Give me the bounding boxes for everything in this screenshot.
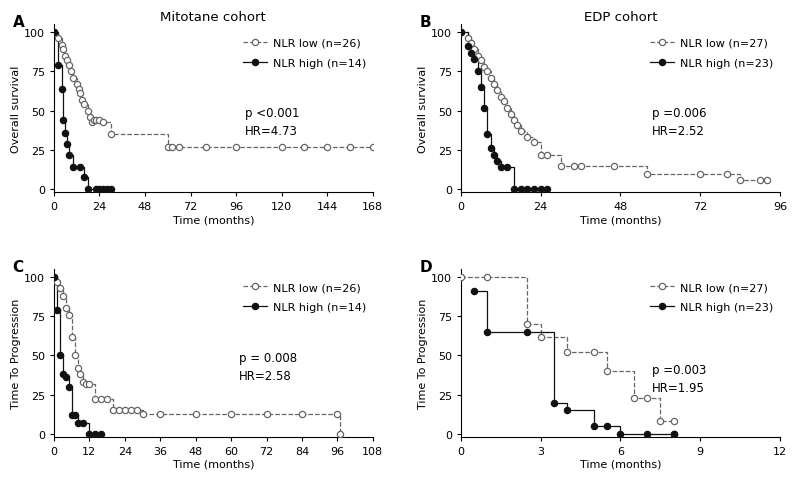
X-axis label: Time (months): Time (months) <box>579 459 661 469</box>
Text: p =0.006
HR=2.52: p =0.006 HR=2.52 <box>652 107 707 138</box>
Text: B: B <box>420 15 431 30</box>
X-axis label: Time (months): Time (months) <box>172 215 254 225</box>
Title: Mitotane cohort: Mitotane cohort <box>160 11 267 24</box>
X-axis label: Time (months): Time (months) <box>579 215 661 225</box>
Text: C: C <box>13 259 24 275</box>
Legend: NLR low (n=27), NLR high (n=23): NLR low (n=27), NLR high (n=23) <box>646 34 777 73</box>
Text: p <0.001
HR=4.73: p <0.001 HR=4.73 <box>245 107 300 138</box>
Text: D: D <box>420 259 432 275</box>
Text: p =0.003
HR=1.95: p =0.003 HR=1.95 <box>652 363 707 394</box>
Legend: NLR low (n=27), NLR high (n=23): NLR low (n=27), NLR high (n=23) <box>646 278 777 317</box>
Legend: NLR low (n=26), NLR high (n=14): NLR low (n=26), NLR high (n=14) <box>239 278 370 317</box>
Y-axis label: Time To Progression: Time To Progression <box>11 298 21 408</box>
Y-axis label: Overall survival: Overall survival <box>418 65 428 153</box>
Y-axis label: Overall survival: Overall survival <box>11 65 21 153</box>
X-axis label: Time (months): Time (months) <box>172 459 254 469</box>
Legend: NLR low (n=26), NLR high (n=14): NLR low (n=26), NLR high (n=14) <box>239 34 370 73</box>
Y-axis label: Time To Progression: Time To Progression <box>418 298 428 408</box>
Title: EDP cohort: EDP cohort <box>583 11 657 24</box>
Text: p = 0.008
HR=2.58: p = 0.008 HR=2.58 <box>239 351 297 382</box>
Text: A: A <box>13 15 24 30</box>
